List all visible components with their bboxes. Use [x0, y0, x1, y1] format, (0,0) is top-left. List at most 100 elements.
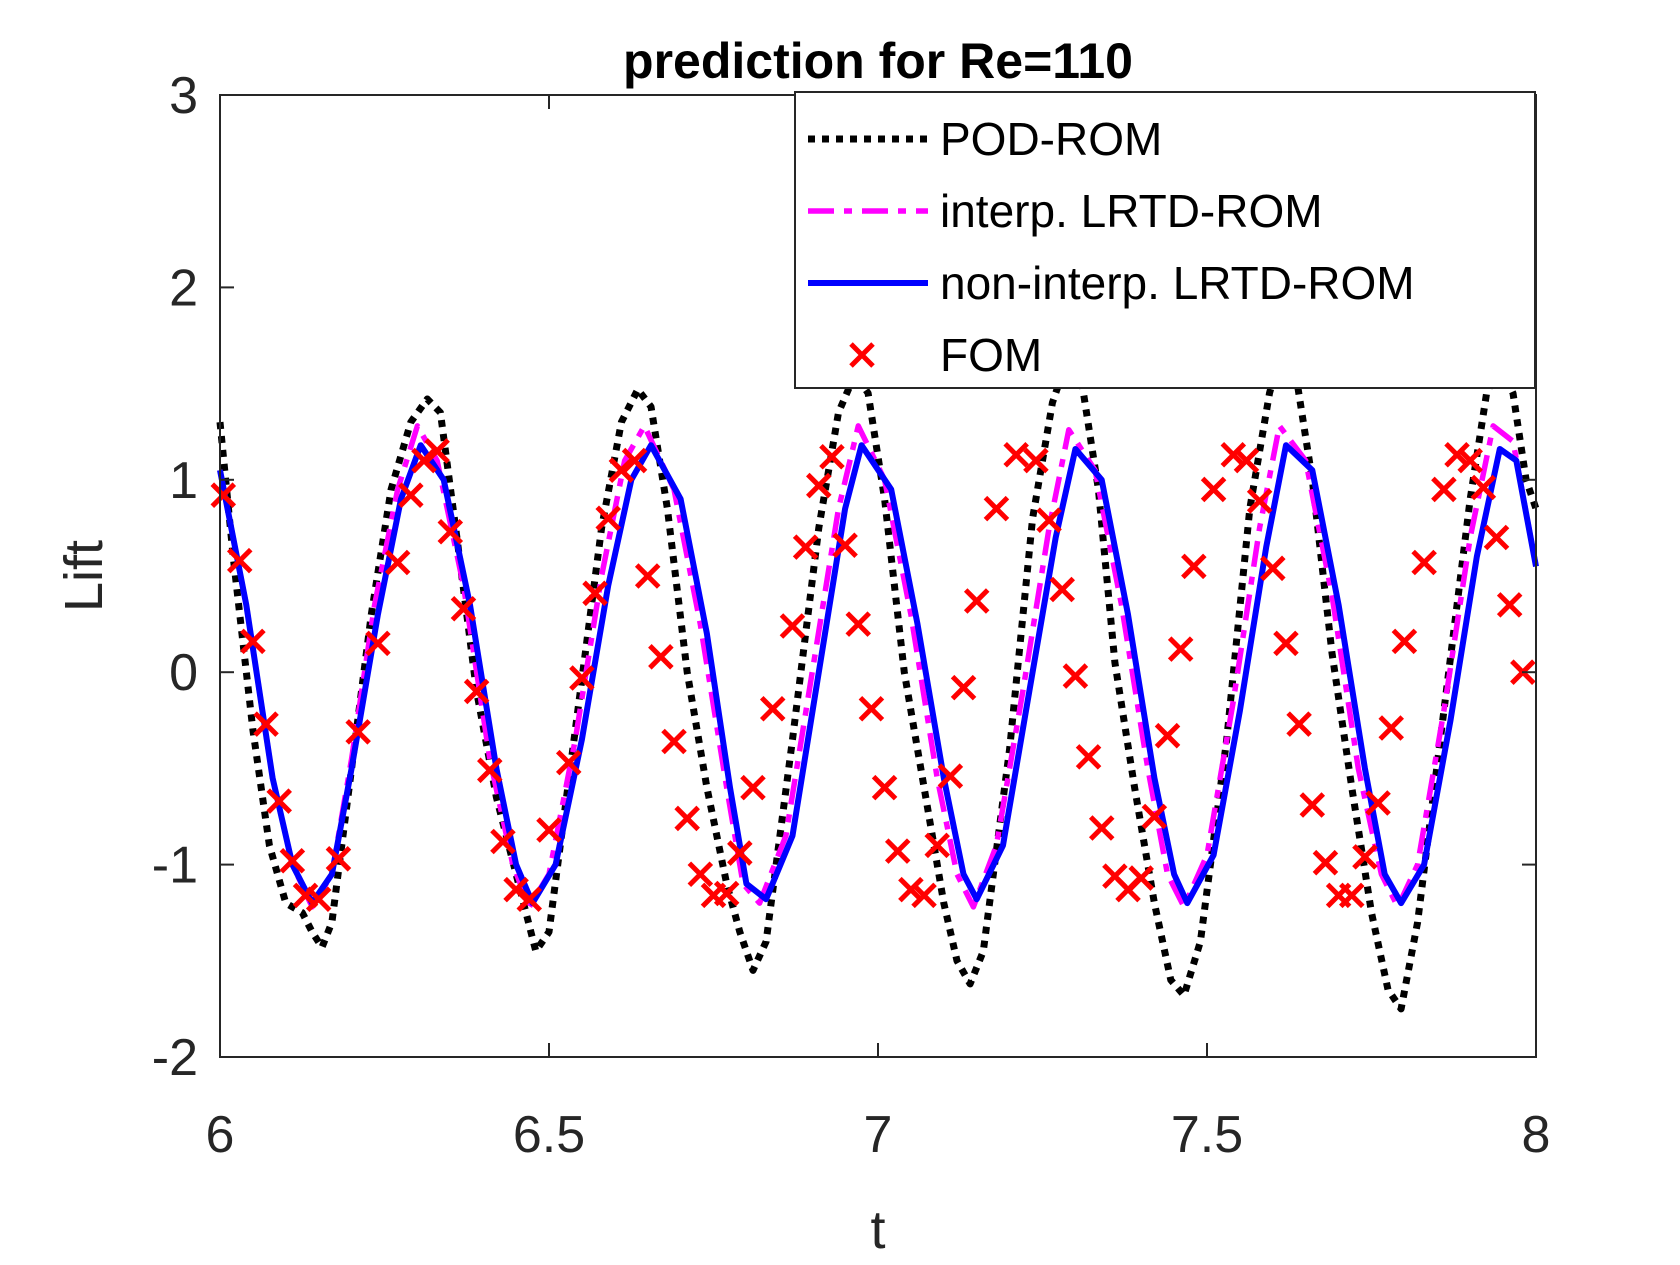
fom-point-stroke-b [963, 588, 990, 614]
fom-point-stroke-b [608, 457, 635, 483]
fom-point-stroke-b [424, 438, 450, 464]
fom-point-stroke-b [1062, 663, 1089, 689]
fom-point [911, 882, 937, 909]
fom-point [648, 644, 674, 670]
fom-point [1233, 447, 1260, 474]
fom-point-stroke-b [345, 719, 371, 745]
fom-point [1200, 476, 1227, 503]
fom-point [1457, 447, 1483, 474]
fom-point-stroke-b [1181, 553, 1207, 580]
fom-point-stroke-b [674, 805, 700, 832]
fom-point-stroke-b [1378, 715, 1405, 741]
fom-point [806, 472, 832, 499]
fom-point-stroke-b [884, 838, 911, 864]
fom-point-stroke-b [687, 861, 714, 887]
fom-point [779, 613, 806, 639]
fom-point-stroke-b [779, 613, 806, 639]
fom-point [424, 438, 450, 464]
fom-point-stroke-b [305, 886, 332, 912]
fom-point-stroke-b [477, 757, 503, 784]
fom-point [1391, 628, 1418, 655]
fom-point [555, 749, 582, 776]
fom-point [1470, 474, 1497, 501]
fom-point [898, 876, 924, 903]
fom-point [608, 457, 635, 483]
fom-point-stroke-b [759, 695, 786, 722]
fom-point-stroke-b [226, 547, 253, 574]
fom-point [884, 838, 911, 864]
fom-point-stroke-b [1444, 442, 1470, 468]
fom-point [845, 611, 872, 637]
fom-point [226, 547, 253, 574]
fom-point [1444, 442, 1470, 468]
legend-label-interp-lrtd-rom: interp. LRTD-ROM [940, 185, 1323, 237]
fom-point [253, 711, 279, 737]
fom-point-stroke-b [569, 665, 595, 691]
fom-point-stroke-b [727, 840, 753, 866]
y-tick-label: 2 [169, 259, 198, 317]
fom-point [1036, 507, 1062, 533]
fom-point [582, 580, 608, 607]
fom-point-stroke-b [1496, 592, 1523, 618]
fom-point [411, 447, 437, 474]
non-interp-lrtd-rom-line [217, 442, 1539, 907]
fom-point [1496, 592, 1523, 618]
fom-point-stroke-b [516, 886, 543, 912]
fom-point-stroke-b [1391, 628, 1418, 655]
fom-point [1062, 663, 1089, 689]
x-tick-label: 7.5 [1171, 1106, 1243, 1164]
fom-point [1352, 844, 1378, 870]
fom-point [365, 630, 391, 657]
fom-point [1365, 790, 1391, 816]
fom-point [1154, 722, 1181, 749]
fom-point-stroke-b [1220, 442, 1247, 468]
ticks-layer: 6 6.5 7 7.5 8 -2 -1 0 1 2 3 [152, 67, 1551, 1164]
fom-point [1003, 442, 1029, 468]
fom-point [398, 482, 424, 508]
fom-point [858, 695, 885, 722]
fom-point [661, 728, 687, 755]
fom-point [1049, 576, 1076, 603]
fom-point [963, 588, 990, 614]
fom-point [595, 505, 621, 532]
x-tick-label: 6.5 [513, 1106, 585, 1164]
fom-point-stroke-b [1141, 803, 1168, 830]
fom-point [1141, 803, 1168, 830]
x-tick-label: 8 [1522, 1106, 1551, 1164]
fom-point [740, 774, 766, 801]
fom-point-stroke-b [384, 549, 411, 576]
x-axis-label: t [870, 1200, 885, 1260]
fom-point-stroke-b [1246, 488, 1273, 514]
fom-point [792, 534, 819, 560]
fom-point [1246, 488, 1273, 514]
fom-point [621, 447, 648, 474]
fom-point-stroke-b [898, 876, 924, 903]
fom-point [1431, 476, 1457, 503]
y-tick-label: 1 [169, 452, 198, 510]
fom-point-stroke-b [490, 828, 516, 855]
series-layer [210, 341, 1540, 1013]
fom-point [1312, 849, 1339, 876]
fom-point-stroke-b [1483, 524, 1510, 551]
fom-point-stroke-b [210, 482, 237, 508]
fom-point-stroke-b [845, 611, 872, 637]
fom-point [1483, 524, 1510, 551]
chart-title: prediction for Re=110 [623, 33, 1133, 89]
y-axis-label: Lift [54, 540, 114, 612]
legend-items: POD-ROM interp. LRTD-ROM non-interp. LRTD-… [808, 113, 1415, 381]
legend-swatch-fom [849, 342, 875, 368]
fom-point [1167, 636, 1194, 662]
fom-point-stroke-b [792, 534, 819, 560]
fom-point-stroke-b [1411, 549, 1437, 576]
fom-point-stroke-b [819, 443, 845, 470]
fom-point-stroke-b [924, 832, 950, 859]
fom-point [279, 847, 306, 874]
fom-point-stroke-b [950, 674, 977, 701]
fom-point-stroke-b [871, 774, 898, 801]
y-tick-label: -2 [152, 1029, 198, 1087]
fom-point [727, 840, 753, 866]
fom-point [463, 678, 490, 705]
fom-point-stroke-b [1023, 447, 1049, 474]
fom-point-stroke-b [1154, 722, 1181, 749]
fom-point-stroke-b [634, 563, 661, 589]
